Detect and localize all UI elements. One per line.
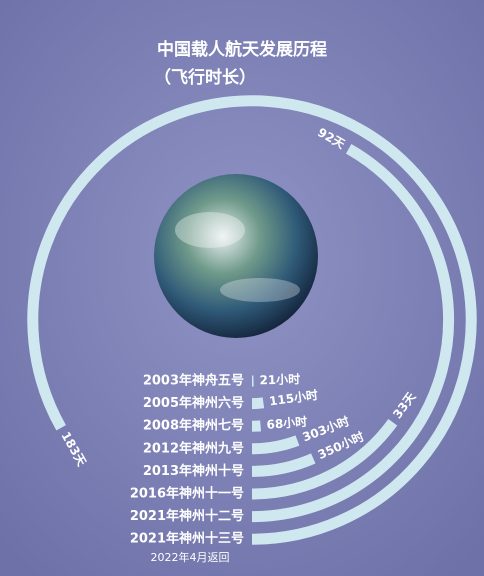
earth-cloud bbox=[220, 278, 300, 302]
category-label: 2008年神州七号 bbox=[143, 418, 244, 434]
bar bbox=[251, 435, 300, 455]
bar bbox=[251, 397, 265, 410]
value-label: 68小时 bbox=[266, 414, 308, 432]
category-label: 2021年神州十二号 bbox=[130, 508, 244, 524]
value-label: 115小时 bbox=[268, 387, 319, 409]
chart-title: 中国载人航天发展历程 bbox=[157, 39, 327, 60]
category-label: 2005年神州六号 bbox=[143, 395, 244, 411]
category-label: 2013年神州十号 bbox=[143, 463, 244, 479]
earth bbox=[154, 174, 318, 338]
category-label: 2016年神州十一号 bbox=[130, 486, 244, 502]
earth-cloud bbox=[175, 212, 245, 248]
chart-subtitle: （飞行时长） bbox=[154, 67, 256, 88]
category-label: 2021年神州十三号 bbox=[130, 531, 244, 547]
value-label: 21小时 bbox=[259, 371, 300, 387]
bar bbox=[251, 453, 316, 477]
bar bbox=[27, 95, 477, 545]
bar bbox=[251, 419, 398, 500]
note: 2022年4月返回 bbox=[151, 550, 230, 564]
bar bbox=[251, 144, 455, 523]
category-label: 2003年神舟五号 bbox=[143, 373, 244, 389]
category-label: 2012年神州九号 bbox=[143, 440, 244, 456]
